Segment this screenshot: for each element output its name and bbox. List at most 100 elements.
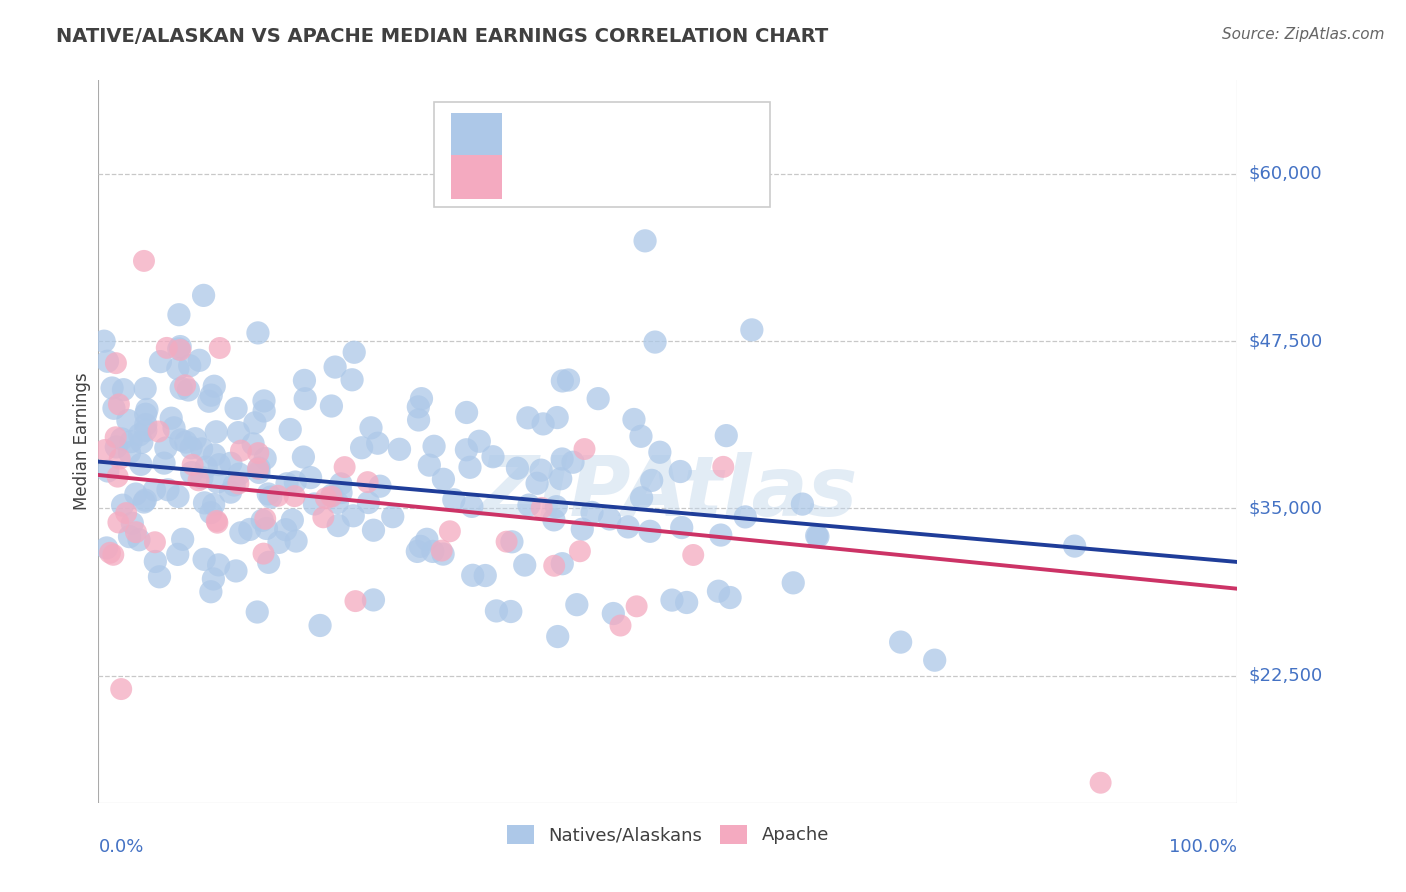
Text: $60,000: $60,000 — [1249, 165, 1322, 183]
Point — [208, 458, 231, 472]
Point — [360, 421, 382, 435]
Point — [111, 432, 134, 446]
Point — [461, 568, 484, 582]
Point — [135, 423, 157, 437]
Point — [609, 618, 631, 632]
Point — [551, 452, 574, 467]
Point — [267, 535, 290, 549]
Point — [202, 498, 225, 512]
Point — [482, 450, 505, 464]
Point — [669, 465, 692, 479]
Text: $35,000: $35,000 — [1249, 500, 1323, 517]
Point — [530, 463, 553, 477]
Point — [321, 490, 343, 504]
Point — [187, 473, 209, 487]
Text: N =  49: N = 49 — [643, 168, 713, 186]
Point — [388, 442, 411, 457]
Point — [115, 506, 138, 520]
Point — [411, 392, 433, 406]
Point — [128, 427, 150, 442]
Point — [228, 476, 250, 491]
Point — [257, 487, 280, 501]
Point — [180, 466, 202, 480]
Point — [253, 393, 276, 408]
Text: NATIVE/ALASKAN VS APACHE MEDIAN EARNINGS CORRELATION CHART: NATIVE/ALASKAN VS APACHE MEDIAN EARNINGS… — [56, 27, 828, 45]
Point — [710, 528, 733, 542]
Point — [247, 461, 270, 475]
Point — [195, 460, 218, 475]
Point — [443, 492, 465, 507]
Point — [330, 485, 353, 500]
Point — [191, 471, 214, 485]
Point — [294, 373, 316, 387]
Point — [160, 411, 183, 425]
Point — [718, 591, 741, 605]
Text: R = -0.426: R = -0.426 — [512, 168, 612, 186]
Point — [501, 534, 523, 549]
Point — [474, 568, 496, 582]
Point — [207, 516, 229, 530]
Point — [409, 540, 432, 554]
Point — [513, 558, 536, 572]
Point — [333, 460, 356, 475]
Point — [516, 410, 538, 425]
Point — [312, 510, 335, 524]
Point — [128, 533, 150, 547]
Y-axis label: Median Earnings: Median Earnings — [73, 373, 91, 510]
Point — [256, 521, 278, 535]
Point — [135, 407, 157, 421]
Point — [169, 340, 191, 354]
Point — [675, 595, 697, 609]
Point — [239, 523, 262, 537]
Point — [243, 416, 266, 430]
Point — [180, 441, 202, 455]
Point — [200, 388, 222, 402]
Point — [734, 509, 756, 524]
Point — [439, 524, 461, 539]
Point — [461, 500, 484, 514]
Point — [112, 383, 135, 397]
Point — [626, 599, 648, 614]
Point — [257, 555, 280, 569]
Point — [104, 430, 127, 444]
Point — [274, 523, 297, 537]
Point — [129, 458, 152, 472]
Point — [342, 508, 364, 523]
Point — [292, 450, 315, 464]
Point — [716, 428, 738, 442]
Point — [1063, 539, 1085, 553]
Point — [630, 491, 652, 505]
Point — [167, 490, 190, 504]
Point — [581, 506, 603, 520]
Point — [219, 485, 242, 500]
Point — [153, 456, 176, 470]
Point — [184, 432, 207, 446]
Point — [193, 496, 215, 510]
Point — [285, 534, 308, 549]
Point — [568, 544, 591, 558]
Point — [617, 520, 640, 534]
Point — [586, 392, 609, 406]
FancyBboxPatch shape — [451, 112, 502, 157]
Point — [134, 493, 156, 508]
Point — [281, 513, 304, 527]
Point — [125, 525, 148, 540]
Point — [143, 554, 166, 568]
Point — [107, 469, 129, 483]
Point — [551, 557, 574, 571]
Point — [107, 516, 129, 530]
Point — [924, 653, 946, 667]
Point — [340, 373, 363, 387]
Point — [416, 533, 439, 547]
Text: 100.0%: 100.0% — [1170, 838, 1237, 855]
Point — [707, 584, 730, 599]
FancyBboxPatch shape — [451, 154, 502, 199]
Point — [93, 334, 115, 348]
Point — [166, 361, 188, 376]
Point — [156, 341, 179, 355]
Point — [136, 402, 159, 417]
Point — [599, 512, 621, 526]
Point — [131, 435, 153, 450]
Point — [640, 474, 662, 488]
Point — [309, 618, 332, 632]
